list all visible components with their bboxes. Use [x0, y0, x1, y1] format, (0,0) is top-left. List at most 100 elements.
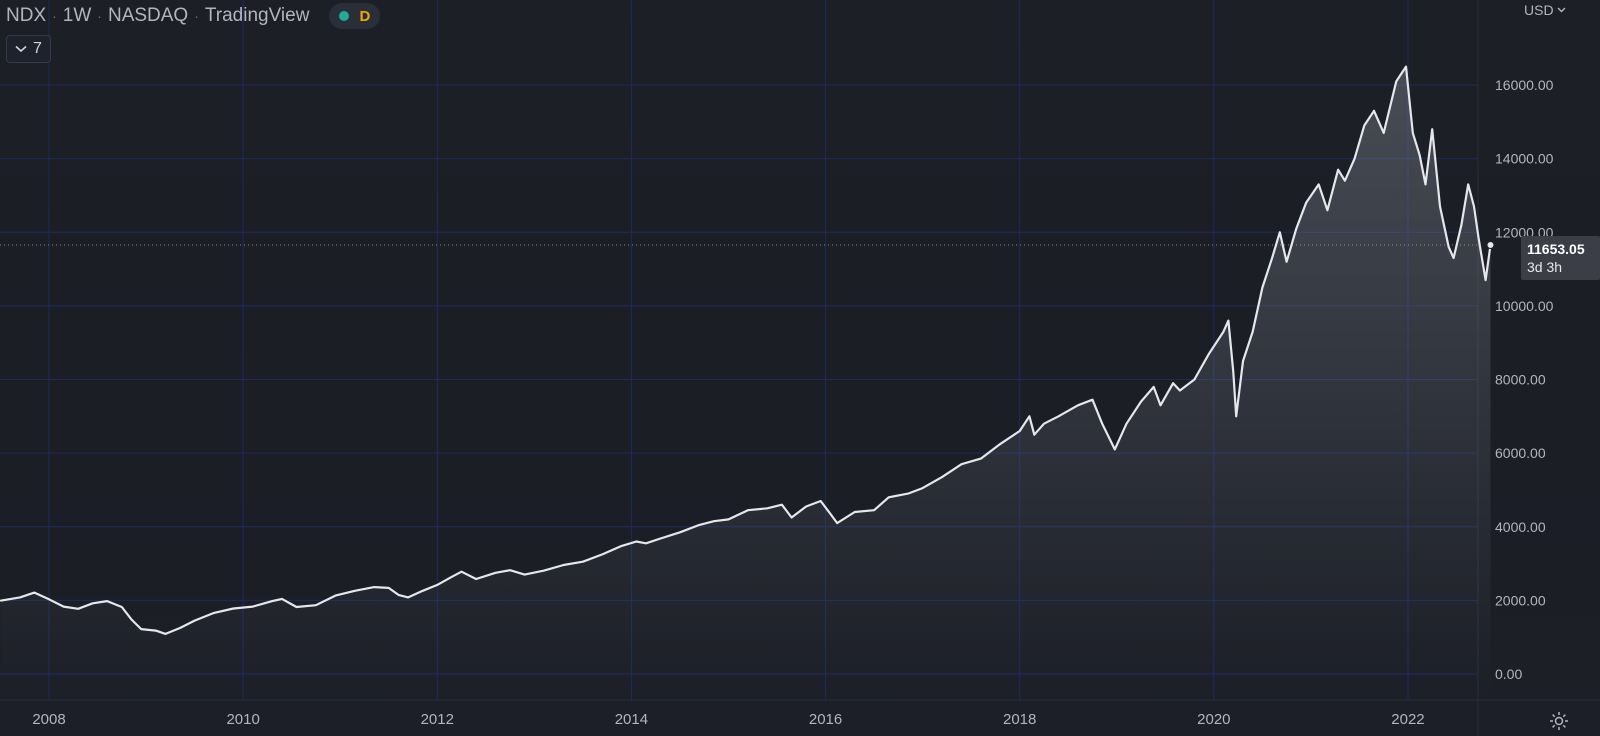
price-point [1431, 128, 1433, 130]
price-point [1412, 132, 1414, 134]
price-point [140, 628, 142, 630]
price-point [1028, 415, 1031, 418]
price-point [887, 496, 890, 499]
price-point [354, 590, 356, 592]
chart-legend[interactable]: NDX · 1W · NASDAQ · TradingView D [6, 3, 381, 29]
price-point [1353, 157, 1356, 160]
price-point [999, 443, 1002, 445]
price-point [1344, 179, 1346, 182]
data-status-letter: D [359, 7, 371, 25]
gear-icon[interactable] [1548, 710, 1572, 734]
price-point [509, 569, 511, 571]
x-tick-label: 2020 [1197, 711, 1230, 728]
price-point [436, 584, 439, 586]
price-point [1484, 279, 1487, 281]
price-point [1179, 389, 1181, 392]
last-price-label: 11653.05 3d 3h [1521, 236, 1600, 280]
y-tick-label: 8000.00 [1495, 372, 1546, 388]
price-point [1208, 352, 1210, 355]
price-point [805, 505, 807, 508]
price-point [1271, 257, 1273, 259]
currency-selector[interactable]: USD [1524, 2, 1566, 18]
price-point [1460, 224, 1463, 226]
price-point [1222, 330, 1225, 333]
price-point [106, 600, 108, 602]
price-point [48, 598, 50, 601]
legend-symbol[interactable]: NDX [6, 5, 47, 26]
price-point [0, 599, 2, 602]
price-point [1363, 124, 1366, 127]
price-point [421, 590, 424, 592]
price-point [155, 629, 157, 632]
price-point [1251, 330, 1254, 333]
price-point [941, 476, 943, 478]
price-point [1125, 422, 1128, 425]
price-point [1467, 183, 1469, 186]
price-axis[interactable]: 0.00 2000.00 4000.00 6000.00 8000.00 10000.00… [1495, 77, 1554, 682]
market-status-badge[interactable]: D [329, 3, 381, 29]
price-point [582, 560, 584, 563]
price-point [562, 564, 565, 566]
price-point [1077, 404, 1079, 407]
price-point [1193, 378, 1196, 381]
price-point [819, 500, 822, 502]
price-point [1326, 209, 1329, 211]
y-tick-label: 10000.00 [1495, 298, 1554, 314]
price-point [523, 573, 526, 576]
x-tick-label: 2014 [615, 711, 648, 728]
legend-exchange: NASDAQ [107, 5, 189, 26]
time-axis[interactable]: 2008 2010 2012 2014 2016 2018 2020 2022 [32, 711, 1424, 728]
last-price-value: 11653.05 [1527, 241, 1585, 257]
price-point [635, 540, 638, 543]
y-tick-label: 0.00 [1495, 666, 1522, 682]
price-point [766, 507, 769, 510]
price-point [1057, 415, 1060, 418]
legend-separator: · [52, 8, 57, 24]
price-point [232, 607, 235, 610]
price-point [1285, 260, 1288, 263]
last-price-marker [1486, 241, 1495, 250]
price-point [1424, 183, 1427, 186]
price-point [460, 570, 463, 573]
price-point [1447, 246, 1450, 248]
y-tick-label: 14000.00 [1495, 151, 1554, 167]
x-tick-label: 2022 [1391, 711, 1424, 728]
price-point [1305, 202, 1307, 204]
chevron-down-icon [1557, 7, 1566, 13]
price-point [853, 511, 856, 513]
price-point [1261, 286, 1264, 289]
price-point [921, 487, 924, 489]
price-point [19, 596, 21, 599]
price-point [829, 513, 832, 515]
price-point [1018, 430, 1021, 432]
price-point [271, 600, 274, 602]
legend-separator: · [194, 8, 199, 24]
price-point [33, 591, 36, 594]
price-point [1418, 154, 1421, 156]
price-point [1473, 205, 1475, 208]
price-point [873, 509, 875, 512]
price-point [1337, 168, 1339, 171]
price-point [1232, 371, 1235, 373]
legend-interval[interactable]: 1W [62, 5, 92, 26]
price-point [1152, 386, 1155, 388]
price-point [790, 516, 793, 519]
price-point [397, 594, 400, 596]
price-point [1033, 433, 1036, 436]
price-point [252, 605, 254, 608]
price-point [451, 576, 453, 578]
price-point [281, 598, 283, 600]
price-point [1279, 231, 1281, 234]
price-point [1295, 227, 1298, 230]
price-point [1405, 65, 1407, 68]
indicators-toggle-button[interactable]: 7 [6, 35, 51, 63]
price-point [1140, 400, 1142, 403]
price-point [475, 578, 477, 580]
price-point [698, 524, 701, 526]
price-point [747, 509, 749, 512]
price-point [1091, 398, 1094, 401]
price-point [659, 537, 662, 540]
price-point [679, 531, 681, 534]
